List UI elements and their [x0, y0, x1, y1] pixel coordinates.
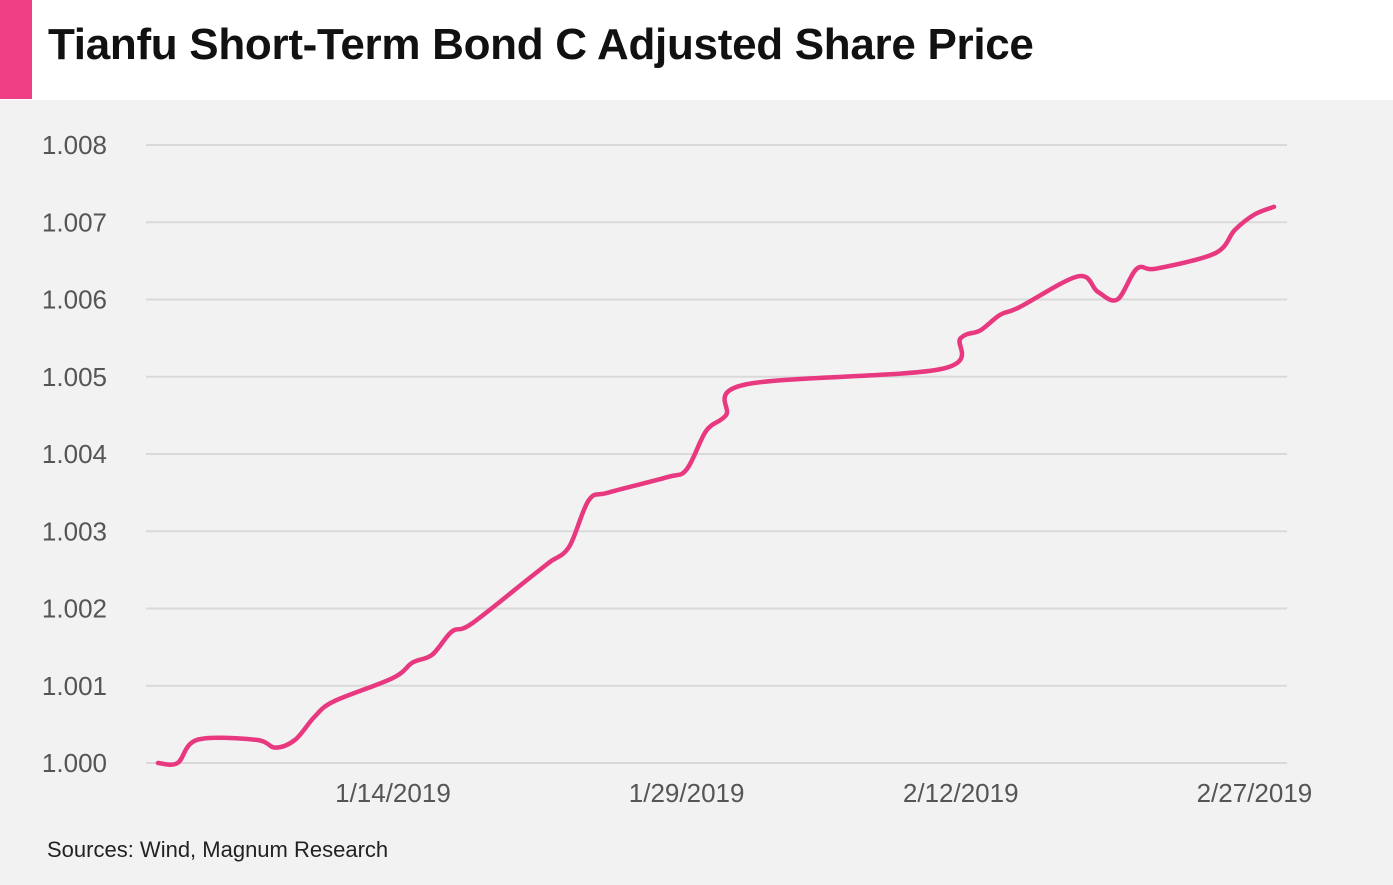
y-tick-label: 1.001	[42, 671, 107, 701]
x-tick-label: 1/14/2019	[335, 778, 451, 808]
y-tick-label: 1.008	[42, 130, 107, 160]
chart-header: Tianfu Short-Term Bond C Adjusted Share …	[0, 0, 1393, 100]
chart-title: Tianfu Short-Term Bond C Adjusted Share …	[48, 20, 1034, 69]
chart-area	[0, 100, 1393, 885]
series-line	[155, 204, 1277, 767]
y-tick-label: 1.007	[42, 207, 107, 237]
x-tick-label: 2/12/2019	[903, 778, 1019, 808]
accent-bar	[0, 0, 32, 99]
y-tick-label: 1.003	[42, 516, 107, 546]
y-tick-label: 1.000	[42, 748, 107, 778]
y-tick-label: 1.006	[42, 285, 107, 315]
y-tick-label: 1.004	[42, 439, 107, 469]
x-tick-label: 2/27/2019	[1197, 778, 1313, 808]
source-note: Sources: Wind, Magnum Research	[47, 837, 389, 862]
y-tick-label: 1.005	[42, 362, 107, 392]
y-tick-label: 1.002	[42, 594, 107, 624]
x-tick-label: 1/29/2019	[629, 778, 745, 808]
